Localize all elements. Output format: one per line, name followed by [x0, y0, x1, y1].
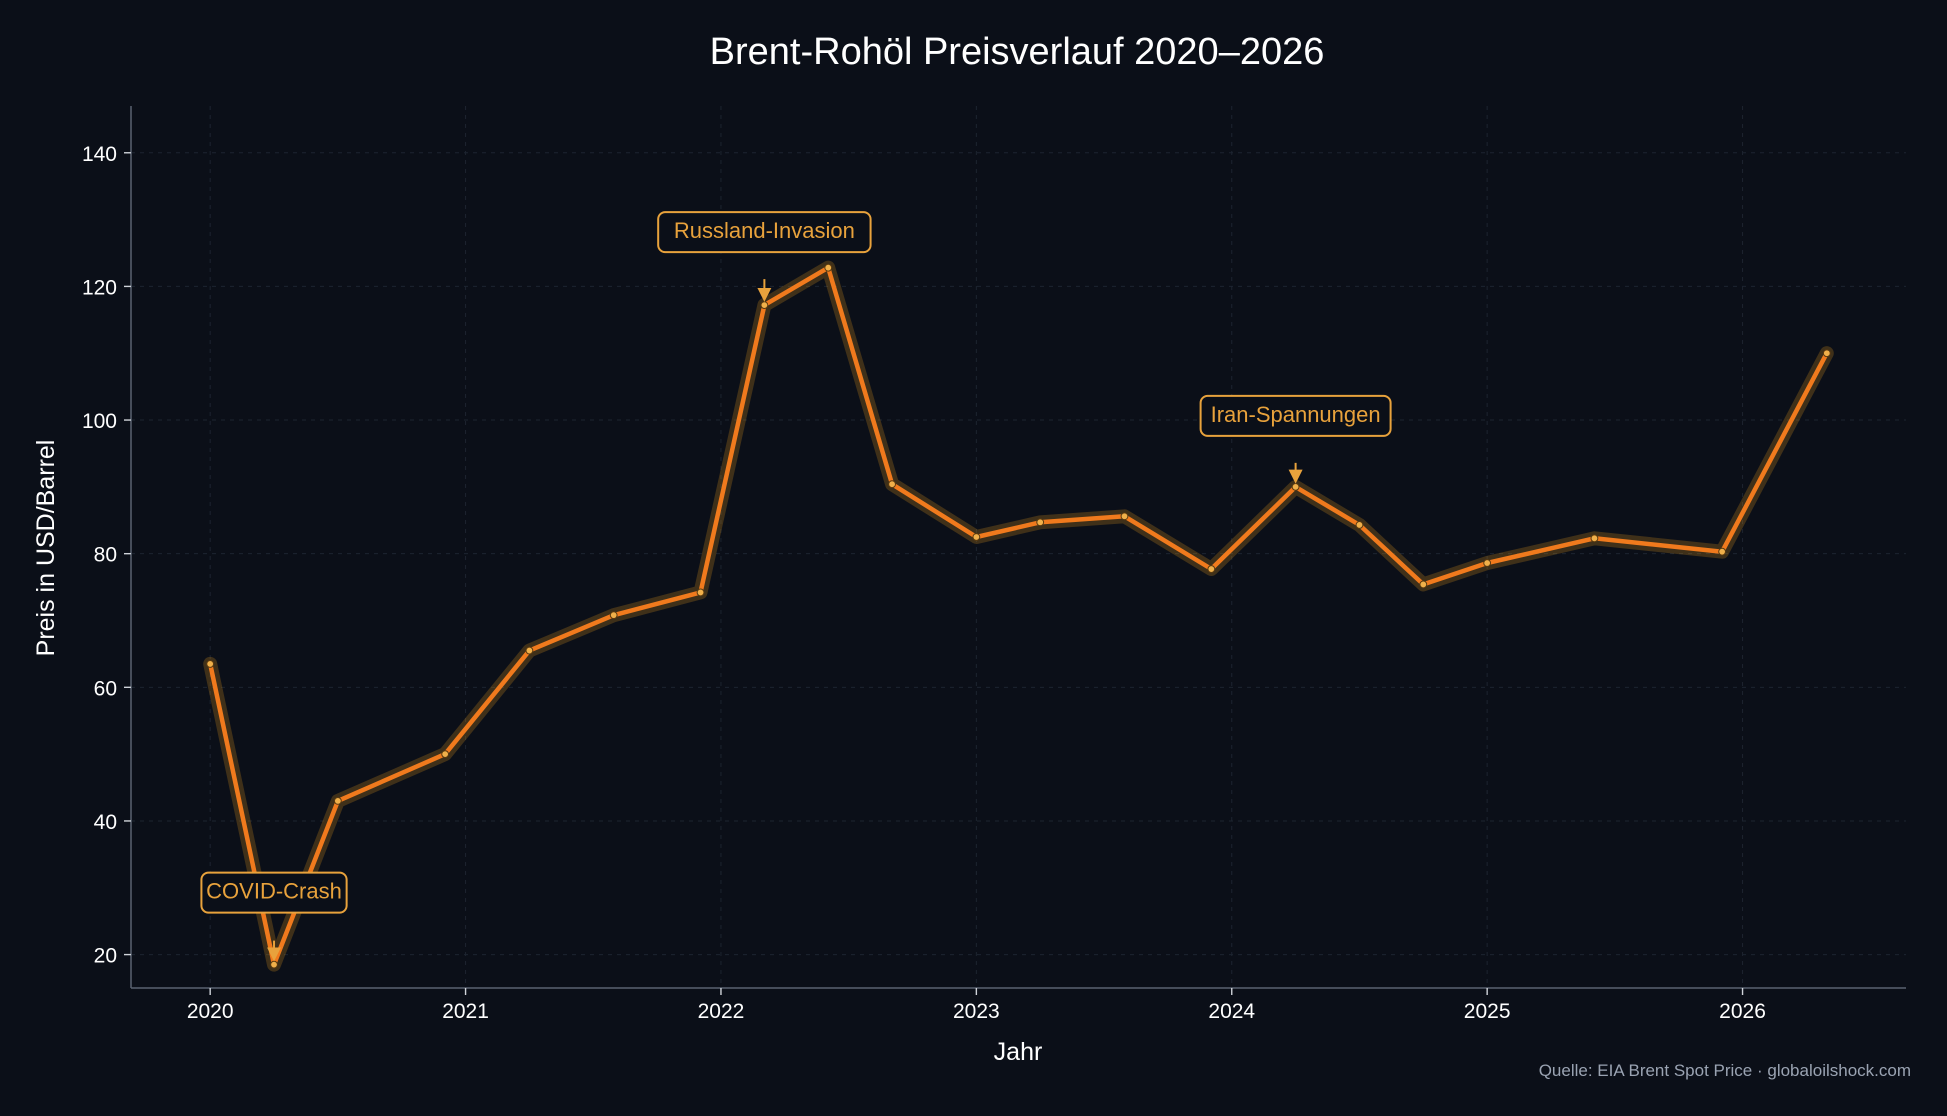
annotation-box — [200, 871, 348, 914]
chart-title: Brent-Rohöl Preisverlauf 2020–2026 — [710, 31, 1325, 73]
data-point — [1590, 534, 1599, 543]
data-point — [609, 611, 618, 620]
x-tick-label: 2026 — [1719, 1000, 1766, 1023]
annotation-box — [1199, 394, 1392, 437]
annotation-label: Russland-Invasion — [674, 218, 855, 243]
x-tick-label: 2024 — [1208, 1000, 1255, 1023]
data-point — [1419, 580, 1428, 589]
y-tick-label: 60 — [94, 677, 117, 700]
data-point — [206, 660, 215, 668]
annotation: Iran-Spannungen — [1199, 394, 1392, 484]
annotation-label: COVID-Crash — [206, 879, 342, 904]
y-tick-label: 40 — [94, 811, 117, 834]
annotation: COVID-Crash — [200, 871, 348, 962]
data-point — [1291, 482, 1300, 491]
series-glow — [203, 260, 1834, 972]
x-tick-label: 2022 — [698, 1000, 745, 1023]
y-tick-label: 120 — [82, 276, 117, 299]
series-line — [207, 265, 1830, 967]
data-point — [525, 646, 534, 655]
series-layer — [203, 260, 1834, 972]
axes-layer — [130, 106, 1906, 989]
data-point — [888, 480, 896, 489]
data-point — [1355, 521, 1364, 529]
data-point — [1718, 547, 1727, 556]
annotation-box — [657, 211, 872, 254]
annotation-layer: COVID-Crash Russland-Invasion Iran-Spannun… — [200, 211, 1392, 962]
x-tick-label: 2021 — [442, 1000, 489, 1023]
x-tick-label: 2025 — [1464, 1000, 1511, 1023]
y-tick-label: 20 — [94, 945, 117, 968]
data-point — [1822, 349, 1831, 358]
source-note: Quelle: EIA Brent Spot Price · globaloil… — [1539, 1061, 1911, 1080]
data-point — [1036, 518, 1045, 527]
y-tick-label: 80 — [94, 544, 117, 567]
data-point — [972, 533, 981, 541]
tick-layer: 20 40 60 80 100 120 140 2020 2021 2022 2023 2024 202… — [82, 143, 1766, 1023]
data-point — [270, 960, 278, 969]
data-point — [1120, 512, 1129, 521]
annotation: Russland-Invasion — [657, 211, 872, 302]
x-tick-label: 2023 — [953, 1000, 1000, 1023]
data-point — [1483, 559, 1492, 567]
y-tick-label: 140 — [82, 143, 117, 166]
data-point — [824, 263, 833, 272]
data-point — [696, 588, 705, 597]
data-point — [1207, 565, 1216, 573]
x-axis-label: Jahr — [994, 1038, 1043, 1066]
y-axis-label: Preis in USD/Barrel — [32, 440, 60, 657]
annotation-label: Iran-Spannungen — [1211, 402, 1381, 427]
x-tick-label: 2020 — [187, 1000, 234, 1023]
data-point — [441, 750, 450, 759]
data-point — [760, 301, 769, 310]
data-point — [333, 797, 342, 805]
y-tick-label: 100 — [82, 410, 117, 433]
